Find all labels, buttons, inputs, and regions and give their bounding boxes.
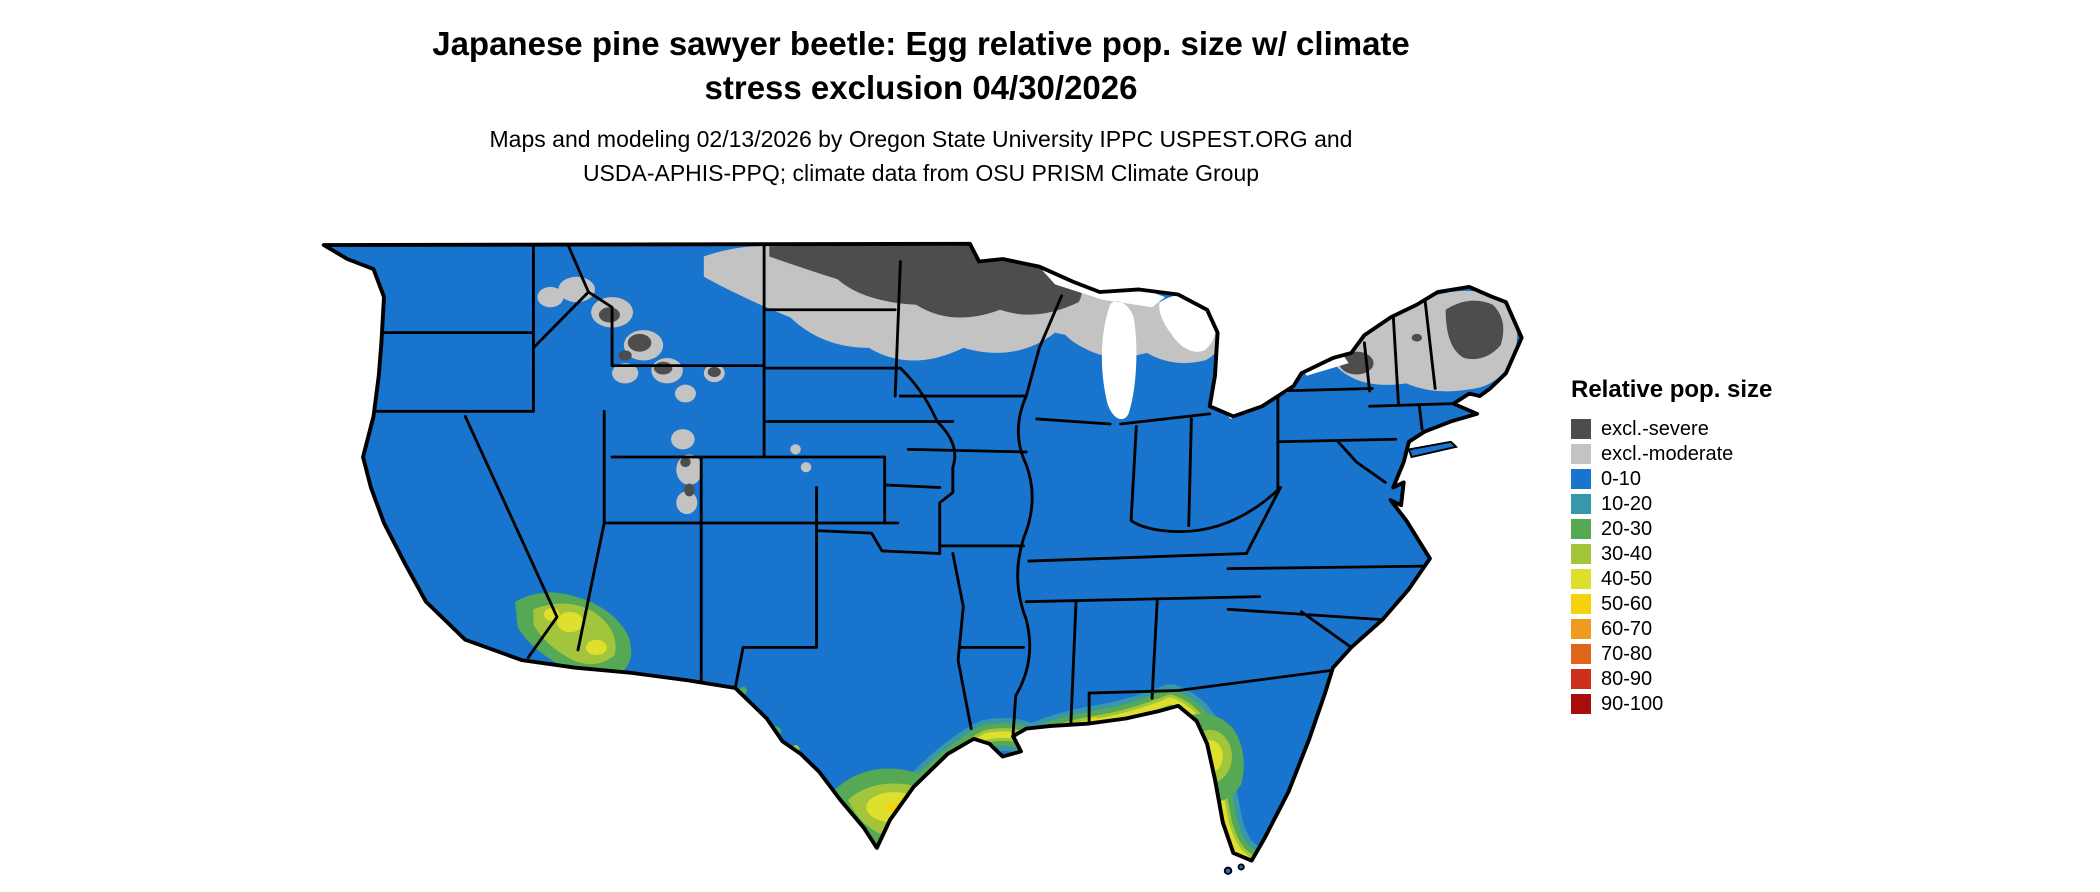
legend-label: 60-70 bbox=[1601, 617, 1653, 640]
legend-swatch-40-50 bbox=[1571, 568, 1591, 589]
legend-label: 10-20 bbox=[1601, 492, 1653, 515]
subtitle-line-1: Maps and modeling 02/13/2026 by Oregon S… bbox=[489, 126, 1353, 152]
legend-item: 80-90 bbox=[1571, 666, 1871, 691]
islands bbox=[1223, 440, 1459, 875]
florida-keys bbox=[1237, 863, 1245, 871]
legend-item: 70-80 bbox=[1571, 641, 1871, 666]
page-title: Japanese pine sawyer beetle: Egg relativ… bbox=[0, 22, 1842, 110]
legend-swatch-90-100 bbox=[1571, 693, 1591, 714]
legend-swatch-10-20 bbox=[1571, 493, 1591, 514]
legend-swatch-60-70 bbox=[1571, 618, 1591, 639]
legend-label: excl.-moderate bbox=[1601, 442, 1734, 465]
legend-swatch-30-40 bbox=[1571, 543, 1591, 564]
legend-swatch-70-80 bbox=[1571, 643, 1591, 664]
legend-swatch-0-10 bbox=[1571, 468, 1591, 489]
legend-label: 90-100 bbox=[1601, 692, 1664, 715]
us-map-svg bbox=[321, 241, 1524, 875]
legend-item: excl.-severe bbox=[1571, 416, 1871, 441]
page-subtitle: Maps and modeling 02/13/2026 by Oregon S… bbox=[0, 122, 1842, 190]
legend-item: 90-100 bbox=[1571, 691, 1871, 716]
legend-item: 10-20 bbox=[1571, 491, 1871, 516]
florida-keys bbox=[1223, 866, 1233, 875]
legend-swatch-50-60 bbox=[1571, 593, 1591, 614]
legend-label: 80-90 bbox=[1601, 667, 1653, 690]
legend-item: 30-40 bbox=[1571, 541, 1871, 566]
great-lakes bbox=[1036, 264, 1349, 420]
title-line-2: stress exclusion 04/30/2026 bbox=[704, 69, 1138, 106]
legend-label: 50-60 bbox=[1601, 592, 1653, 615]
long-island bbox=[1407, 440, 1459, 459]
legend-label: 40-50 bbox=[1601, 567, 1653, 590]
legend-label: 20-30 bbox=[1601, 517, 1653, 540]
legend-label: 0-10 bbox=[1601, 467, 1642, 490]
legend-swatch-excl-moderate bbox=[1571, 443, 1591, 464]
state-borders bbox=[364, 243, 1453, 736]
legend-item: 50-60 bbox=[1571, 591, 1871, 616]
subtitle-line-2: USDA-APHIS-PPQ; climate data from OSU PR… bbox=[582, 160, 1260, 186]
us-map bbox=[308, 226, 1540, 886]
legend-item: excl.-moderate bbox=[1571, 441, 1871, 466]
legend-item: 40-50 bbox=[1571, 566, 1871, 591]
legend-title: Relative pop. size bbox=[1571, 376, 1773, 403]
legend-label: excl.-severe bbox=[1601, 417, 1709, 440]
legend-swatch-20-30 bbox=[1571, 518, 1591, 539]
legend-item: 20-30 bbox=[1571, 516, 1871, 541]
legend-label: 30-40 bbox=[1601, 542, 1653, 565]
legend-swatch-excl-severe bbox=[1571, 418, 1591, 439]
legend-item: 0-10 bbox=[1571, 466, 1871, 491]
legend-item: 60-70 bbox=[1571, 616, 1871, 641]
legend: Relative pop. size excl.-severe excl.-mo… bbox=[1571, 376, 1871, 716]
legend-label: 70-80 bbox=[1601, 642, 1653, 665]
title-line-1: Japanese pine sawyer beetle: Egg relativ… bbox=[432, 25, 1410, 62]
legend-swatch-80-90 bbox=[1571, 668, 1591, 689]
